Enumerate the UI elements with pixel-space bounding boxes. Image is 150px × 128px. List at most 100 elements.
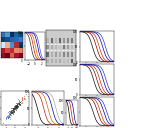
Point bbox=[15, 106, 18, 108]
Point bbox=[18, 104, 21, 106]
Point bbox=[22, 97, 25, 99]
Bar bbox=[55, 59, 57, 63]
Point bbox=[16, 105, 19, 108]
Point bbox=[13, 105, 15, 107]
Point bbox=[18, 103, 20, 105]
Bar bbox=[46, 45, 49, 49]
Point bbox=[10, 110, 12, 112]
Bar bbox=[67, 52, 69, 57]
Bar bbox=[55, 52, 57, 57]
Point bbox=[19, 104, 21, 106]
Point bbox=[15, 104, 17, 106]
Point bbox=[19, 103, 21, 105]
Point bbox=[8, 112, 10, 114]
Point bbox=[16, 98, 19, 100]
Point bbox=[15, 105, 18, 107]
Point bbox=[18, 102, 20, 104]
Point bbox=[13, 108, 15, 110]
Point bbox=[4, 118, 7, 120]
Point bbox=[12, 109, 14, 111]
Point bbox=[11, 109, 14, 111]
Point bbox=[12, 107, 15, 109]
Point bbox=[18, 103, 21, 105]
Bar bbox=[55, 45, 57, 49]
Point bbox=[18, 103, 20, 105]
Point bbox=[14, 107, 16, 109]
Point bbox=[16, 106, 19, 108]
Point bbox=[8, 115, 10, 117]
Point bbox=[14, 105, 16, 107]
Point bbox=[12, 110, 15, 112]
Point bbox=[14, 105, 16, 107]
Point bbox=[11, 112, 14, 114]
Point bbox=[15, 104, 18, 106]
Point bbox=[20, 102, 22, 104]
Point bbox=[15, 103, 18, 105]
Point bbox=[13, 110, 15, 113]
Point bbox=[21, 99, 23, 101]
Point bbox=[16, 104, 18, 106]
Point bbox=[17, 103, 20, 105]
Bar bbox=[71, 59, 74, 63]
Point bbox=[9, 116, 11, 118]
Point bbox=[11, 109, 14, 111]
Point bbox=[12, 110, 14, 112]
Point bbox=[12, 107, 15, 109]
Point bbox=[15, 106, 18, 108]
Point bbox=[18, 102, 20, 104]
Bar bbox=[63, 45, 65, 49]
Point bbox=[11, 113, 14, 115]
Point bbox=[11, 111, 13, 113]
Point bbox=[14, 105, 16, 107]
Point bbox=[15, 102, 18, 104]
Point bbox=[10, 110, 12, 112]
Point bbox=[17, 105, 19, 107]
Point bbox=[14, 106, 16, 108]
Point bbox=[8, 114, 10, 116]
Point bbox=[15, 105, 17, 107]
Point bbox=[15, 104, 18, 106]
Bar bbox=[67, 59, 69, 63]
Point bbox=[18, 99, 20, 101]
Point bbox=[13, 108, 15, 110]
Bar bbox=[51, 52, 53, 57]
Point bbox=[15, 107, 17, 109]
Point bbox=[7, 117, 9, 119]
Point bbox=[12, 108, 14, 110]
Point bbox=[10, 112, 12, 114]
Bar bbox=[59, 45, 61, 49]
Point bbox=[15, 105, 18, 107]
Point bbox=[16, 105, 18, 107]
Point bbox=[11, 112, 13, 114]
Bar bbox=[59, 38, 61, 43]
Point bbox=[16, 107, 18, 109]
Point bbox=[6, 116, 8, 118]
Point bbox=[18, 102, 20, 104]
Point bbox=[15, 104, 18, 106]
Point bbox=[5, 117, 7, 119]
Point bbox=[6, 115, 9, 117]
Point bbox=[17, 105, 19, 107]
Point bbox=[16, 106, 18, 108]
Point bbox=[8, 116, 10, 118]
Point bbox=[16, 105, 18, 108]
Bar bbox=[67, 45, 69, 49]
Point bbox=[8, 111, 11, 113]
Point bbox=[24, 98, 26, 100]
Point bbox=[15, 108, 18, 110]
Point bbox=[15, 106, 17, 108]
Point bbox=[16, 105, 18, 107]
Point bbox=[7, 116, 9, 118]
Point bbox=[20, 100, 22, 102]
Point bbox=[15, 105, 17, 107]
Point bbox=[11, 112, 13, 114]
Bar bbox=[71, 38, 74, 43]
Point bbox=[19, 101, 22, 103]
Point bbox=[12, 110, 15, 112]
Point bbox=[12, 110, 14, 112]
Point bbox=[15, 102, 18, 104]
Point bbox=[8, 113, 11, 115]
Point bbox=[16, 106, 18, 108]
Point bbox=[25, 93, 28, 95]
Point bbox=[13, 107, 16, 109]
